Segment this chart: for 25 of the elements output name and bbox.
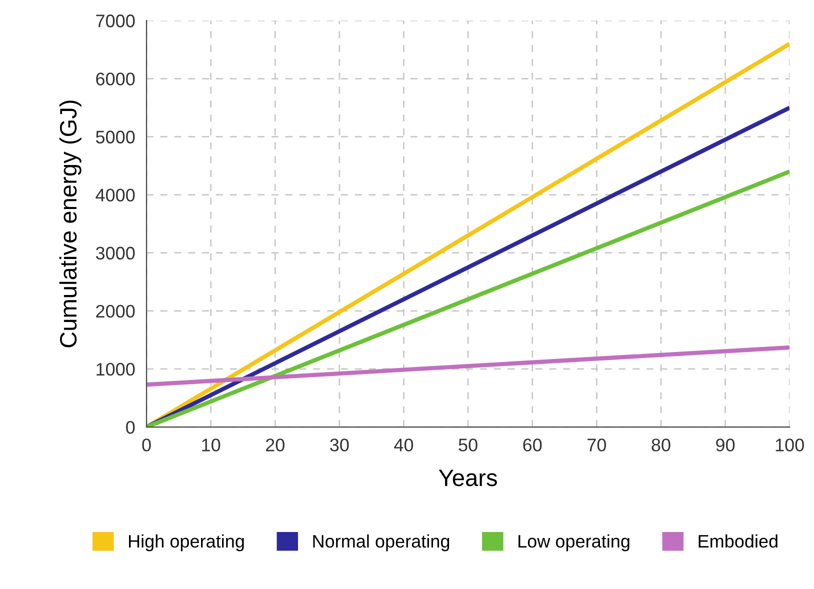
x-tick-label: 30 xyxy=(330,438,349,452)
x-tick-label: 50 xyxy=(458,438,478,452)
legend-label: Low operating xyxy=(518,534,630,552)
y-axis-title: Cumulative energy (GJ) xyxy=(59,100,82,348)
x-tick-label: 0 xyxy=(142,438,151,452)
legend-label: Normal operating xyxy=(313,534,450,552)
y-tick-label: 3000 xyxy=(96,246,135,260)
x-tick-label: 100 xyxy=(776,438,804,452)
y-tick-label: 0 xyxy=(126,420,135,434)
x-tick-label: 80 xyxy=(652,438,670,452)
x-tick-label: 60 xyxy=(523,438,542,452)
x-tick-label: 10 xyxy=(202,438,220,452)
y-tick-label: 2000 xyxy=(96,304,135,318)
x-tick-label: 90 xyxy=(716,438,735,452)
x-tick-label: 20 xyxy=(266,438,284,452)
legend-label: High operating xyxy=(129,534,244,552)
y-tick-label: 4000 xyxy=(96,188,135,202)
legend-label: Embodied xyxy=(698,534,778,548)
x-tick-label: 70 xyxy=(588,438,606,452)
y-tick-label: 6000 xyxy=(96,72,135,86)
y-tick-label: 5000 xyxy=(96,130,135,144)
x-tick-label: 40 xyxy=(394,438,414,452)
y-tick-label: 1000 xyxy=(96,362,135,376)
y-tick-label: 7000 xyxy=(96,14,135,28)
x-axis-title: Years xyxy=(438,470,497,486)
